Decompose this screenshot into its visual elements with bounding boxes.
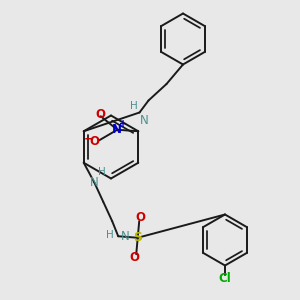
- Text: H: H: [98, 167, 106, 177]
- Text: O: O: [136, 211, 146, 224]
- Text: −: −: [83, 132, 94, 145]
- Text: O: O: [90, 135, 100, 148]
- Text: +: +: [118, 119, 127, 129]
- Text: N: N: [90, 176, 99, 189]
- Text: N: N: [121, 230, 129, 243]
- Text: H: H: [106, 230, 114, 240]
- Text: O: O: [130, 251, 140, 264]
- Text: H: H: [130, 101, 138, 111]
- Text: Cl: Cl: [219, 272, 231, 286]
- Text: S: S: [133, 231, 142, 244]
- Text: N: N: [112, 123, 122, 136]
- Text: O: O: [96, 108, 106, 121]
- Text: N: N: [140, 114, 148, 127]
